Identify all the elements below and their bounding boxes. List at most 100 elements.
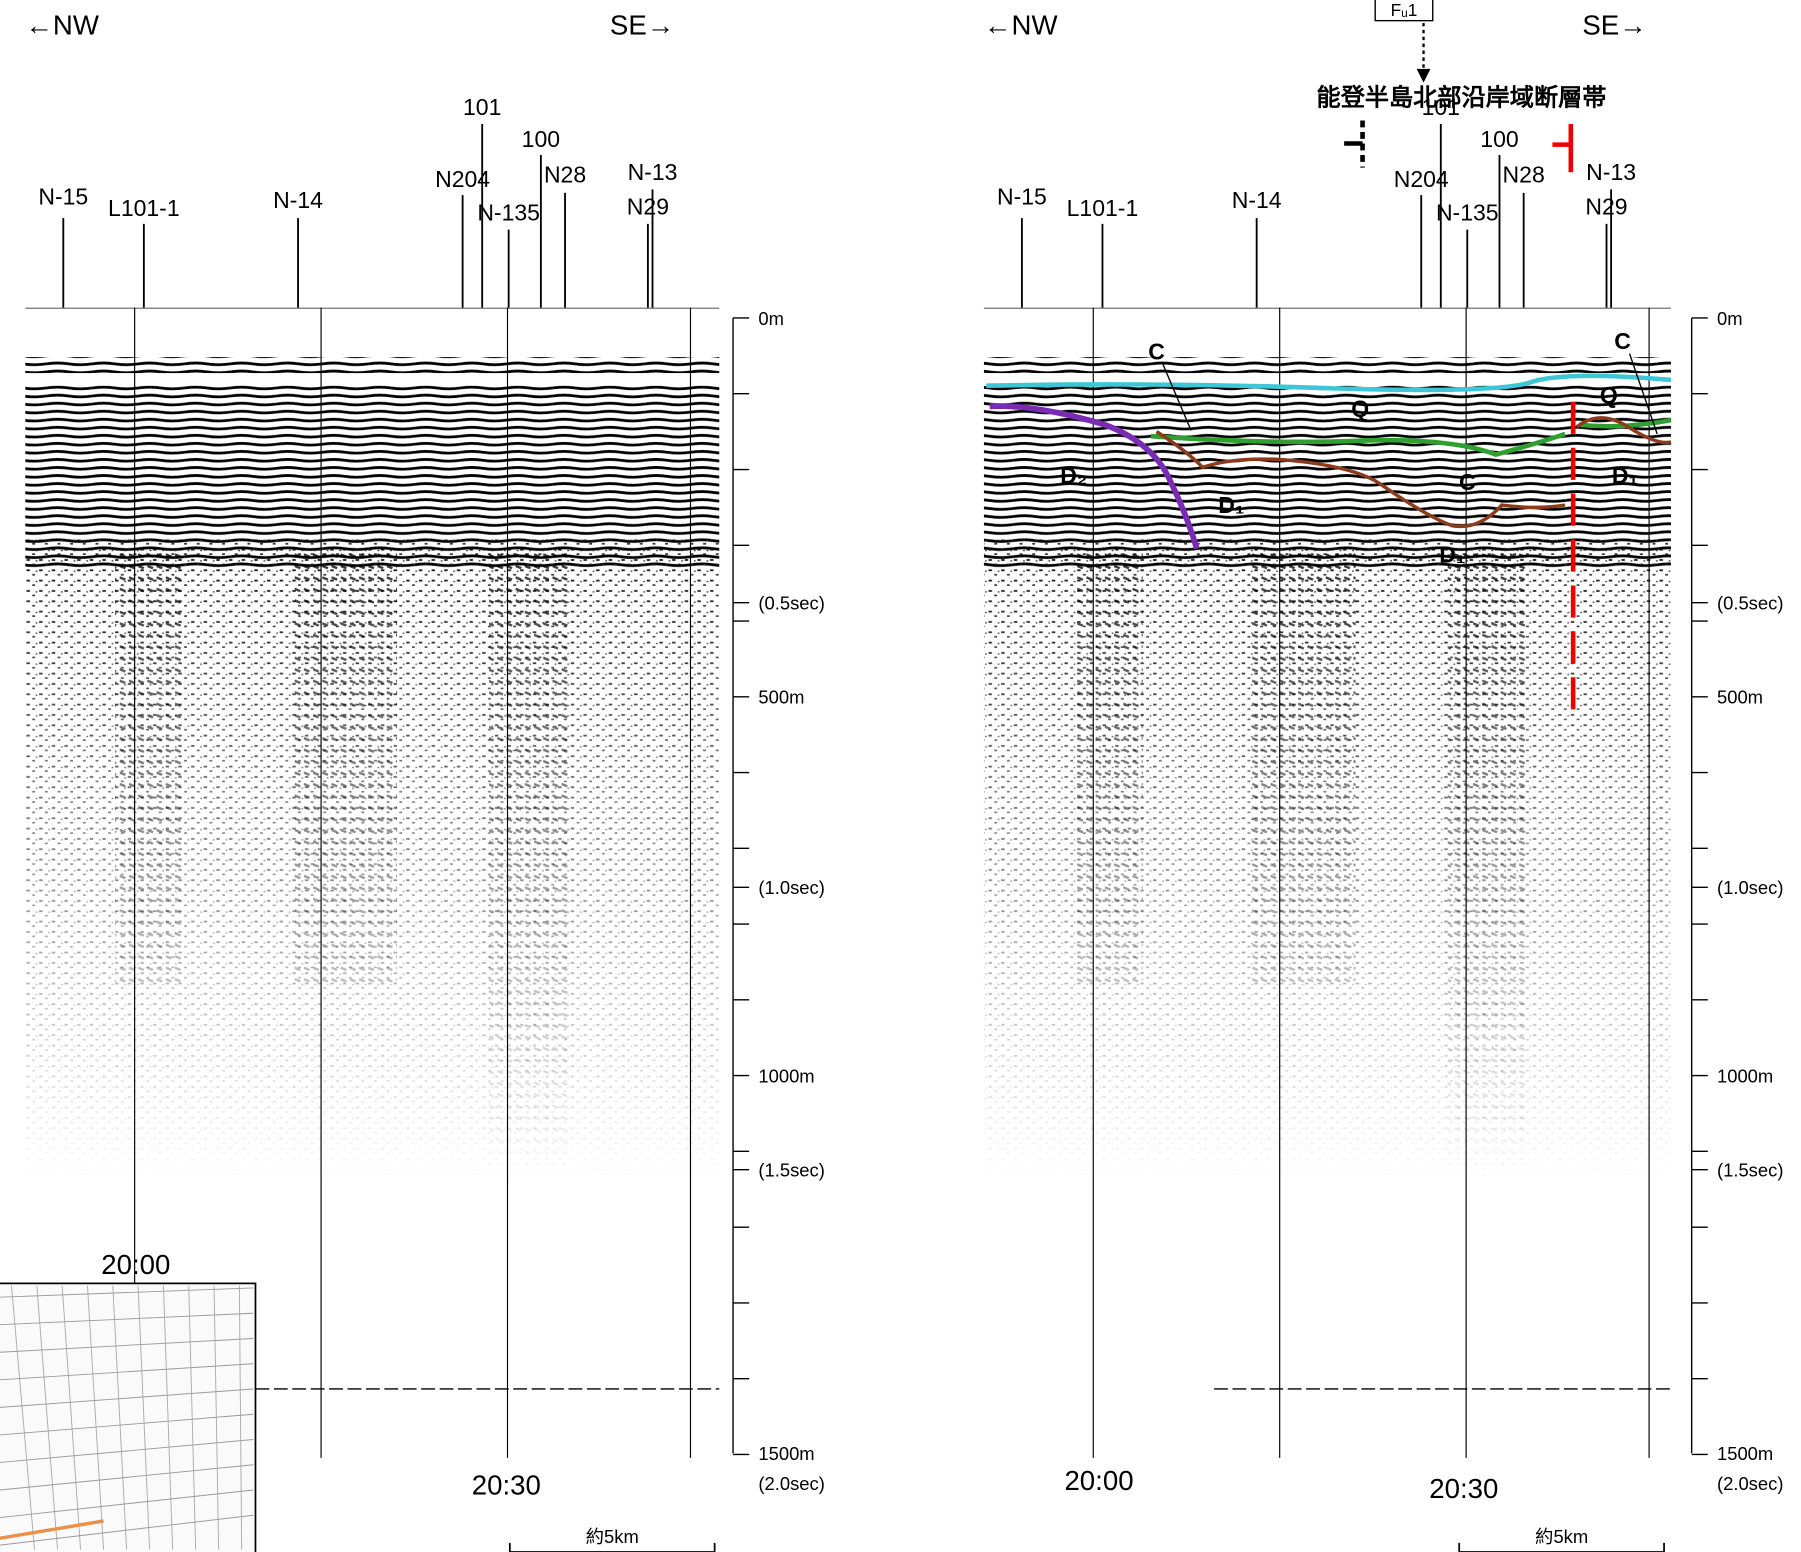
rule	[0, 1363, 254, 1381]
rule	[0, 1312, 254, 1326]
diffraction	[1447, 551, 1529, 1194]
strong-reflectors	[25, 385, 720, 570]
unit-label: C	[1459, 469, 1476, 495]
depth-label: 500m	[1717, 687, 1763, 708]
rule	[137, 1285, 151, 1550]
rule	[112, 1285, 128, 1550]
rule	[0, 1413, 254, 1436]
depth-label: (1.5sec)	[1717, 1160, 1783, 1181]
unit-label: D₂	[1060, 462, 1087, 488]
inset-frame	[0, 1282, 257, 1552]
unit-label: D₁	[1218, 492, 1244, 518]
survey-line-label: N-135	[477, 199, 540, 225]
survey-line-label: N29	[1585, 194, 1627, 220]
survey-line-label: N-15	[38, 183, 88, 209]
rule	[0, 1514, 254, 1546]
time-label: 20:00	[101, 1249, 170, 1280]
rule	[0, 1287, 254, 1298]
survey-line-label: L101-1	[108, 195, 180, 221]
survey-line-label: N28	[1503, 162, 1545, 188]
time-label: 20:30	[1429, 1473, 1498, 1504]
rule	[188, 1285, 197, 1550]
sea-surface	[983, 357, 1671, 374]
depth-label: 500m	[758, 687, 804, 708]
depth-label: (1.5sec)	[758, 1160, 824, 1181]
sea-surface	[25, 357, 720, 374]
survey-line-label: N-13	[628, 159, 678, 185]
survey-line-label: N29	[627, 194, 669, 220]
rule	[238, 1285, 243, 1550]
survey-line-label: 101	[1422, 94, 1460, 120]
strong-reflectors	[983, 385, 1671, 570]
rule	[0, 1464, 254, 1491]
rule	[87, 1285, 105, 1550]
survey-line-label: N204	[435, 166, 490, 192]
rule	[1628, 353, 1658, 435]
rule	[11, 1285, 35, 1550]
survey-line-label: N28	[544, 162, 586, 188]
depth-label: 0m	[1717, 308, 1743, 329]
trace-line	[983, 307, 1671, 309]
rule	[213, 1285, 220, 1550]
scale-bar	[1458, 1542, 1665, 1552]
unit-label: D₁	[1439, 542, 1465, 568]
rule	[0, 1519, 104, 1540]
fault-zone-label: 能登半島北部沿岸域断層帯	[1317, 84, 1607, 112]
rule	[0, 1439, 254, 1463]
survey-line-label: N-15	[997, 183, 1047, 209]
survey-line-label: 101	[463, 94, 501, 120]
survey-line-label: N-135	[1436, 199, 1499, 225]
rule	[162, 1285, 174, 1550]
depth-label: (2.0sec)	[758, 1473, 824, 1494]
survey-line-label: 100	[1480, 126, 1518, 152]
rule	[0, 1388, 254, 1408]
time-label: 20:30	[472, 1470, 541, 1501]
time-label: 20:00	[1064, 1465, 1133, 1496]
direction-label: SE→	[610, 9, 674, 40]
direction-label: ←NW	[25, 9, 99, 40]
depth-label: 1500m	[758, 1443, 814, 1464]
seismic-texture	[25, 307, 1671, 1458]
scale-label: 約5km	[586, 1526, 639, 1547]
trace-line	[25, 307, 720, 309]
arrow-head	[1416, 68, 1431, 83]
fault-id: Fᵤ1	[1391, 0, 1418, 20]
rule	[61, 1285, 82, 1550]
rule	[0, 1489, 254, 1519]
diffraction	[489, 551, 570, 1194]
survey-line-label: N204	[1394, 166, 1449, 192]
diffraction	[1252, 551, 1356, 988]
unit-label: C	[1148, 338, 1165, 364]
scale-bar	[508, 1542, 716, 1552]
unit-label: C	[1614, 328, 1631, 354]
diffraction	[115, 551, 185, 988]
rule	[0, 1338, 254, 1353]
horizon-brown	[1155, 416, 1672, 529]
direction-label: SE→	[1582, 9, 1646, 40]
depth-label: 0m	[758, 308, 784, 329]
depth-label: 1500m	[1717, 1443, 1773, 1464]
survey-line-label: N-13	[1586, 159, 1636, 185]
survey-line-label: N-14	[1232, 187, 1282, 213]
depth-label: (0.5sec)	[758, 593, 824, 614]
survey-line-label: 100	[522, 126, 560, 152]
rule	[36, 1285, 58, 1550]
diffraction	[1073, 551, 1143, 988]
unit-label: Q	[1600, 382, 1618, 408]
depth-label: (1.0sec)	[1717, 877, 1783, 898]
depth-label: 1000m	[758, 1066, 814, 1087]
inset-map	[0, 1282, 257, 1552]
rule	[1161, 362, 1192, 431]
depth-label: (2.0sec)	[1717, 1473, 1783, 1494]
horizon-cyan	[986, 373, 1672, 393]
survey-line-label: N-14	[273, 187, 323, 213]
depth-label: (1.0sec)	[758, 877, 824, 898]
scale-label: 約5km	[1535, 1526, 1588, 1547]
fault-box	[1374, 0, 1434, 22]
depth-label: (0.5sec)	[1717, 593, 1783, 614]
survey-line-label: L101-1	[1067, 195, 1139, 221]
horizon-purple	[989, 403, 1200, 550]
